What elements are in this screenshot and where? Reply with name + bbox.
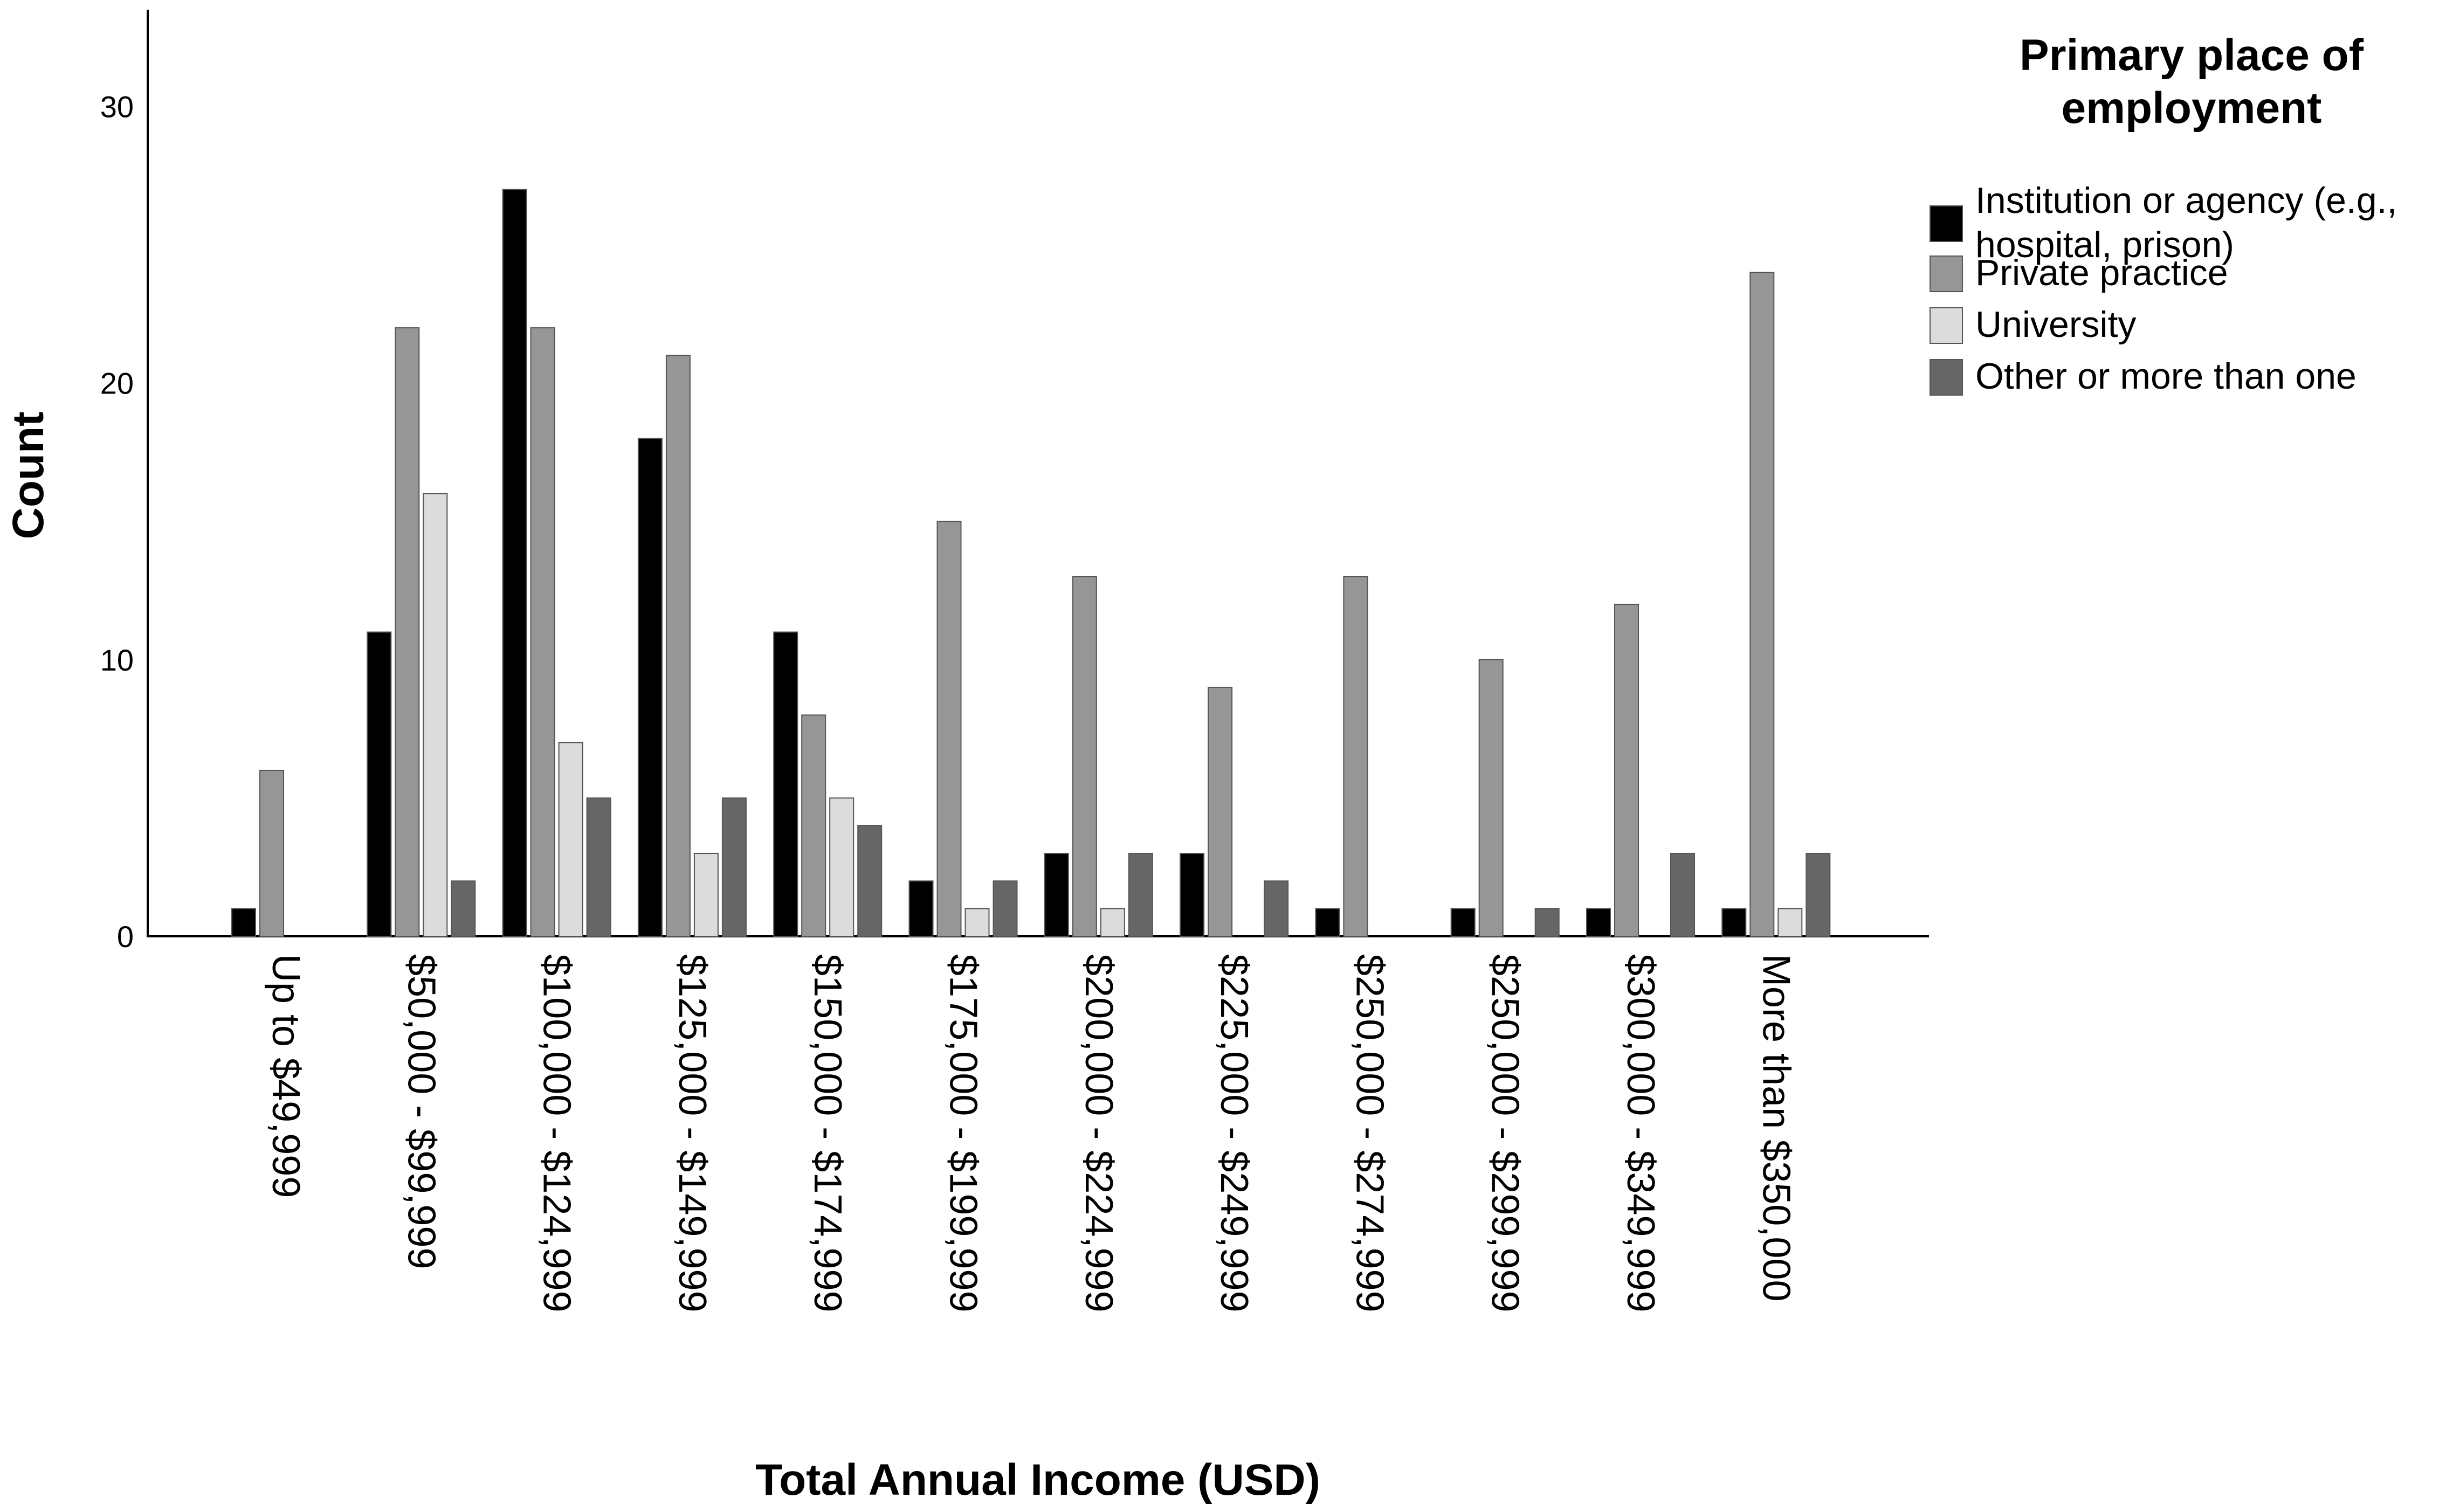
x-tick-label: $200,000 - $224,999 (1077, 954, 1120, 1313)
bar-4-10 (1534, 908, 1560, 937)
y-tick-label: 0 (117, 920, 134, 954)
x-tick-label: $175,000 - $199,999 (942, 954, 985, 1313)
bar-3-6 (964, 908, 990, 937)
bar-1-3 (502, 189, 527, 937)
x-axis-title: Total Annual Income (USD) (755, 1455, 1320, 1504)
bar-1-2 (367, 631, 392, 937)
bar-2-7 (1072, 576, 1097, 937)
legend: Primary place of employment Institution … (1930, 31, 2397, 397)
bar-2-9 (1343, 576, 1368, 937)
x-tick-label: $250,000 - $299,999 (1484, 954, 1527, 1313)
bar-3-5 (829, 797, 855, 937)
bar-2-8 (1208, 687, 1233, 937)
bar-1-9 (1315, 908, 1340, 937)
bar-1-5 (773, 631, 798, 937)
bar-3-2 (423, 493, 448, 937)
bar-2-1 (259, 770, 284, 937)
bar-4-2 (451, 880, 476, 937)
y-tick-label: 20 (100, 367, 134, 401)
bar-4-11 (1670, 853, 1695, 937)
bar-1-4 (637, 438, 663, 937)
x-tick-label: $225,000 - $249,999 (1212, 954, 1256, 1313)
legend-swatch (1930, 256, 1963, 292)
x-tick-label: $300,000 - $349,999 (1619, 954, 1662, 1313)
bar-2-12 (1749, 272, 1775, 937)
legend-label: University (1975, 304, 2137, 345)
bar-4-8 (1264, 880, 1289, 937)
bar-3-12 (1777, 908, 1803, 937)
bar-3-4 (693, 853, 719, 937)
x-tick-label: $250,000 - $274,999 (1348, 954, 1391, 1313)
y-tick-label: 10 (100, 643, 134, 677)
bar-1-10 (1450, 908, 1476, 937)
legend-label: Private practice (1975, 252, 2228, 293)
legend-label: Other or more than one (1975, 356, 2356, 397)
legend-label: Institution or agency (e.g., (1975, 180, 2397, 221)
bar-4-5 (857, 825, 883, 937)
legend-title-line-1: Primary place of (2020, 31, 2364, 80)
legend-items: Institution or agency (e.g.,hospital, pr… (1930, 180, 2397, 397)
legend-swatch (1930, 359, 1963, 396)
bar-4-7 (1128, 853, 1153, 937)
y-axis-title: Count (4, 412, 53, 540)
bar-2-4 (665, 355, 691, 937)
y-tick-labels: 0 10 20 30 (100, 90, 134, 954)
bar-1-12 (1721, 908, 1747, 937)
bar-2-3 (530, 327, 555, 937)
bar-4-6 (993, 880, 1018, 937)
x-tick-label: More than $350,000 (1754, 954, 1797, 1301)
bar-2-2 (395, 327, 420, 937)
bar-2-10 (1478, 659, 1504, 937)
bar-1-11 (1586, 908, 1611, 937)
bar-1-7 (1044, 853, 1069, 937)
legend-swatch (1930, 205, 1963, 242)
x-tick-label: $50,000 - $99,999 (399, 954, 443, 1269)
y-tick-label: 30 (100, 90, 134, 124)
x-tick-labels: Up to $49,999 $50,000 - $99,999 $100,000 -… (264, 954, 1797, 1313)
legend-swatch (1930, 307, 1963, 344)
bar-1-8 (1180, 853, 1205, 937)
x-tick-label: $150,000 - $174,999 (806, 954, 849, 1313)
bar-4-12 (1806, 853, 1831, 937)
legend-label: hospital, prison) (1975, 224, 2234, 265)
bar-4-3 (586, 797, 611, 937)
bar-4-4 (721, 797, 747, 937)
legend-title-line-2: employment (2062, 84, 2322, 133)
x-tick-label: $100,000 - $124,999 (535, 954, 578, 1313)
bar-2-11 (1614, 604, 1639, 937)
bar-2-6 (936, 521, 962, 937)
x-tick-label: $125,000 - $149,999 (671, 954, 714, 1313)
bar-3-3 (558, 742, 583, 937)
bar-3-7 (1100, 908, 1125, 937)
bars (231, 189, 1831, 937)
bar-1-1 (231, 908, 256, 937)
bar-1-6 (908, 880, 934, 937)
x-tick-label: Up to $49,999 (264, 954, 307, 1198)
bar-2-5 (801, 714, 826, 937)
